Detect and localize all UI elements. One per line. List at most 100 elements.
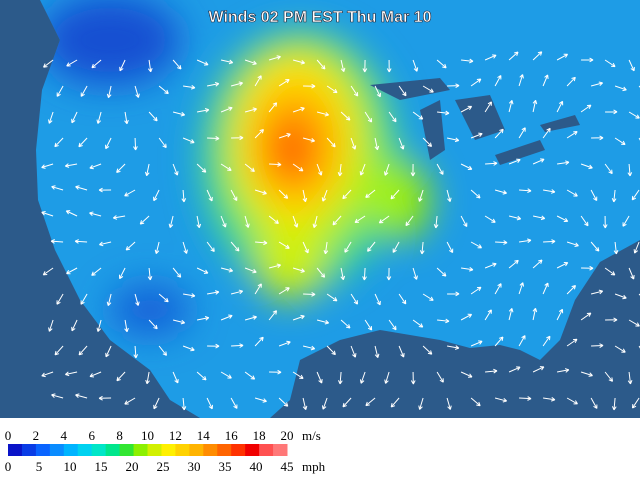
ms-label: 18 <box>253 428 266 443</box>
wind-arrow <box>532 158 545 165</box>
wind-arrow <box>278 241 290 249</box>
wind-arrow <box>398 293 407 305</box>
wind-arrow <box>158 345 168 356</box>
wind-arrow <box>518 127 526 139</box>
wind-arrow <box>244 107 257 113</box>
wind-arrow <box>604 59 616 68</box>
wind-arrow <box>532 99 538 113</box>
wind-arrow <box>303 83 316 89</box>
wind-arrow <box>144 163 150 177</box>
wind-arrow <box>542 282 549 295</box>
wind-arrow <box>98 187 112 193</box>
wind-arrow <box>470 78 482 87</box>
wind-arrow <box>51 185 64 191</box>
wind-arrow <box>364 319 373 331</box>
wind-arrow <box>556 100 564 113</box>
wind-arrow <box>470 340 483 347</box>
wind-arrow <box>196 215 202 229</box>
wind-arrow <box>268 215 279 224</box>
wind-arrow <box>231 343 244 348</box>
wind-arrow <box>316 163 323 176</box>
wind-arrow <box>230 189 238 201</box>
wind-arrow <box>124 189 136 197</box>
wind-arrow <box>51 393 64 399</box>
wind-arrow <box>374 293 381 306</box>
wind-arrow <box>590 241 600 252</box>
color-swatch <box>105 444 121 456</box>
ms-label: 2 <box>33 428 40 443</box>
wind-arrow <box>254 336 264 347</box>
wind-arrow <box>220 163 232 171</box>
wind-arrow <box>71 319 78 332</box>
wind-arrow <box>470 397 481 407</box>
wind-arrow <box>566 189 578 197</box>
wind-arrow <box>220 371 232 379</box>
wind-arrow <box>405 215 414 227</box>
mph-label: 40 <box>250 459 263 474</box>
wind-arrow <box>627 371 633 385</box>
wind-arrow <box>116 163 126 173</box>
wind-arrow <box>419 241 425 255</box>
wind-arrow <box>350 85 359 97</box>
wind-arrow <box>446 345 460 350</box>
ms-unit: m/s <box>302 428 321 443</box>
wind-arrow <box>590 81 604 87</box>
wind-arrow <box>230 241 240 252</box>
wind-arrow <box>124 397 136 405</box>
wind-arrow <box>460 163 473 170</box>
wind-arrow <box>614 293 627 300</box>
ms-label: 8 <box>116 428 123 443</box>
wind-arrow <box>460 313 473 321</box>
wind-arrow <box>292 163 304 172</box>
wind-arrow <box>470 189 481 199</box>
wind-arrow <box>437 110 450 116</box>
wind-arrow <box>422 293 434 301</box>
wind-arrow <box>207 343 220 349</box>
wind-arrow <box>359 163 366 176</box>
wind-arrow <box>410 371 416 385</box>
wind-arrow <box>495 240 508 245</box>
wind-arrow <box>446 137 460 143</box>
wind-arrow <box>566 241 579 247</box>
wind-arrow <box>532 51 543 61</box>
wind-arrow <box>484 101 492 113</box>
wind-arrow <box>326 293 338 302</box>
wind-arrow <box>181 397 187 411</box>
wind-arrow <box>302 137 316 143</box>
wind-arrow <box>590 189 598 202</box>
wind-arrow <box>182 293 196 298</box>
wind-arrow <box>147 267 153 281</box>
wind-arrow <box>244 315 257 321</box>
wind-arrow <box>48 111 54 124</box>
wind-arrow <box>220 267 234 273</box>
wind-arrow <box>446 241 454 254</box>
wind-arrow <box>532 366 545 373</box>
wind-arrows <box>41 51 640 411</box>
wind-arrow <box>148 319 158 330</box>
wind-arrow <box>254 189 267 195</box>
wind-arrow <box>611 397 617 411</box>
wind-arrow <box>446 189 452 202</box>
wind-arrow <box>206 81 220 87</box>
wind-arrow <box>96 111 102 124</box>
wind-arrow <box>580 215 589 227</box>
wind-arrow <box>494 397 508 403</box>
color-swatch <box>217 444 232 456</box>
ms-label: 0 <box>5 428 12 443</box>
wind-arrow <box>350 345 357 358</box>
wind-arrow <box>446 397 452 410</box>
wind-arrow <box>378 215 390 224</box>
wind-arrow <box>89 163 102 170</box>
wind-arrow <box>604 371 614 382</box>
wind-arrow <box>628 267 635 280</box>
wind-arrow <box>54 137 64 148</box>
wind-arrow <box>494 75 502 87</box>
wind-arrow <box>485 161 498 166</box>
wind-arrow <box>386 267 392 281</box>
wind-arrow <box>367 241 376 252</box>
wind-arrow <box>269 369 282 375</box>
wind-arrow <box>292 215 299 228</box>
wind-arrow <box>323 241 329 255</box>
wind-arrow <box>125 241 136 251</box>
